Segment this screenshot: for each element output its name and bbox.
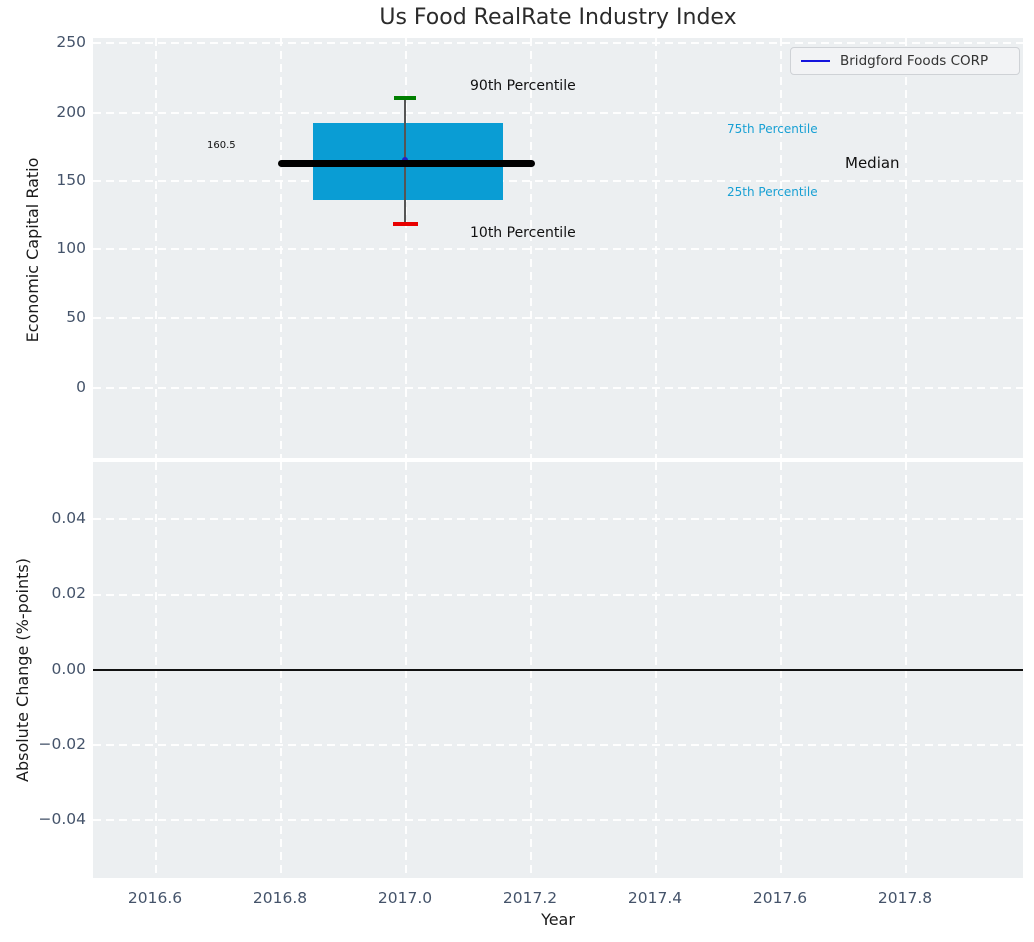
gridline-100: [93, 248, 1023, 250]
chart-title: Us Food RealRate Industry Index: [379, 5, 737, 30]
ytick-100: 100: [56, 239, 86, 257]
ytick-250: 250: [56, 33, 86, 51]
gridline-2017.6: [780, 38, 782, 458]
cap-10th-percentile: [393, 222, 418, 226]
ytick-0: 0: [76, 378, 86, 396]
top-y-axis-label: Economic Capital Ratio: [23, 157, 42, 343]
gridline-0.02: [93, 594, 1023, 596]
annotation-75th-percentile: 75th Percentile: [727, 122, 818, 136]
gridline-2016.8: [280, 38, 282, 458]
xtick-2017.2: 2017.2: [502, 889, 558, 907]
xtick-2017.0: 2017.0: [377, 889, 433, 907]
gridline-2017.0: [405, 38, 407, 458]
gridline-150: [93, 180, 1023, 182]
gridline-neg-0.02: [93, 744, 1023, 746]
legend-label: Bridgford Foods CORP: [840, 53, 989, 69]
annotation-25th-percentile: 25th Percentile: [727, 185, 818, 199]
bottom-y-axis-label: Absolute Change (%-points): [13, 558, 32, 782]
bottom-plot-area: [93, 462, 1023, 878]
gridline-200: [93, 112, 1023, 114]
gridline-2017.2: [530, 38, 532, 458]
ytick-neg-0.04: −0.04: [38, 810, 87, 828]
ytick-0.02: 0.02: [51, 584, 86, 602]
ytick-0.04: 0.04: [51, 509, 86, 527]
ytick-0.00: 0.00: [51, 660, 86, 678]
gridline-2017.4: [655, 38, 657, 458]
xtick-2016.8: 2016.8: [252, 889, 308, 907]
ytick-200: 200: [56, 103, 86, 121]
zero-reference-line: [93, 669, 1023, 671]
annotation-median-value: 160.5: [207, 140, 236, 151]
gridline-50: [93, 317, 1023, 319]
annotation-10th-percentile: 10th Percentile: [470, 225, 576, 241]
annotation-90th-percentile: 90th Percentile: [470, 78, 576, 94]
top-plot-area: [93, 38, 1023, 458]
ytick-neg-0.02: −0.02: [38, 735, 87, 753]
median-line: [278, 160, 535, 167]
ytick-150: 150: [56, 171, 86, 189]
xtick-2017.6: 2017.6: [752, 889, 808, 907]
legend-line-swatch-icon: [801, 59, 830, 63]
gridline-0: [93, 387, 1023, 389]
xtick-2017.4: 2017.4: [627, 889, 683, 907]
ytick-50: 50: [66, 308, 86, 326]
cap-90th-percentile: [394, 96, 416, 100]
gridline-250: [93, 42, 1023, 44]
gridline-neg-0.04: [93, 819, 1023, 821]
gridline-0.04: [93, 518, 1023, 520]
xtick-2017.8: 2017.8: [877, 889, 933, 907]
gridline-2017.8: [905, 38, 907, 458]
xtick-2016.6: 2016.6: [127, 889, 183, 907]
x-axis-label: Year: [541, 910, 575, 929]
legend: Bridgford Foods CORP: [790, 47, 1020, 75]
gridline-2016.6: [155, 38, 157, 458]
annotation-median: Median: [845, 154, 900, 172]
